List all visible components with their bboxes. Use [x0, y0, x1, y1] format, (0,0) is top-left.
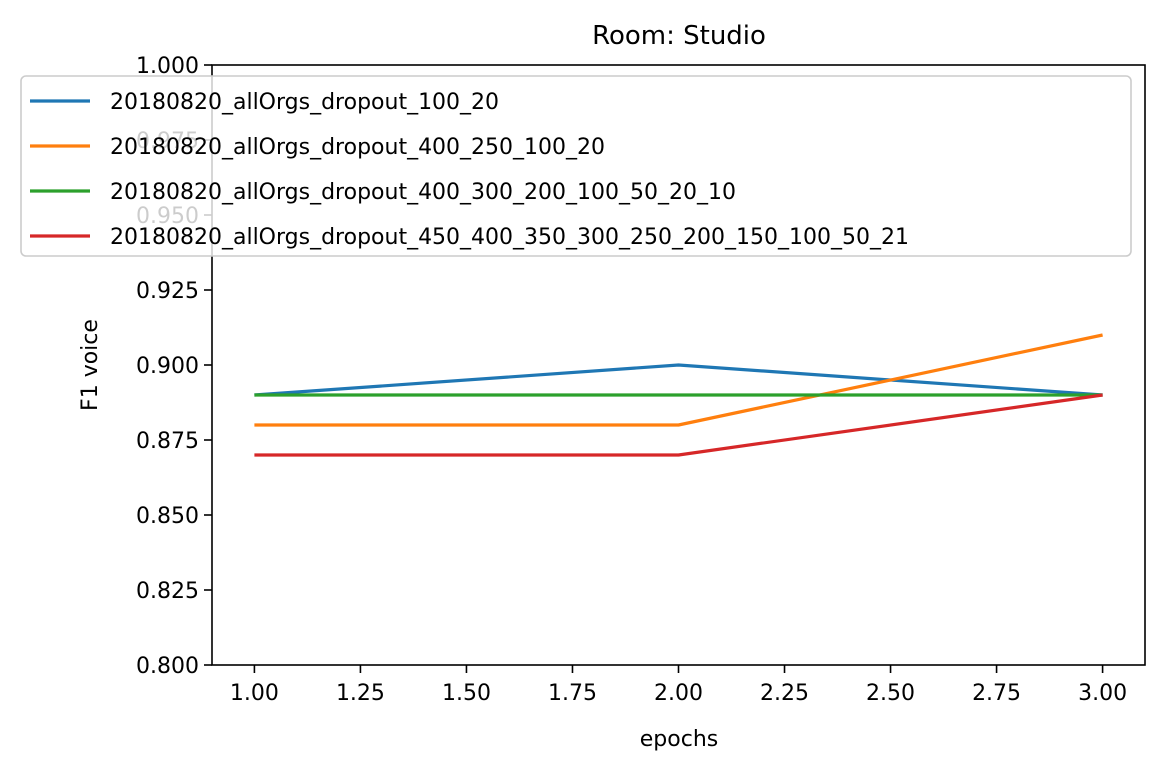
y-tick-label: 0.825	[136, 579, 199, 604]
legend-label-3: 20180820_allOrgs_dropout_400_300_200_100…	[110, 180, 736, 205]
x-tick-label: 1.75	[548, 681, 597, 706]
x-tick-label: 2.75	[972, 681, 1021, 706]
y-tick-label: 0.875	[136, 429, 199, 454]
x-tick-label: 1.50	[442, 681, 491, 706]
y-tick-label: 0.850	[136, 504, 199, 529]
legend: 20180820_allOrgs_dropout_100_20 20180820_…	[20, 75, 1132, 257]
legend-label-4: 20180820_allOrgs_dropout_450_400_350_300…	[110, 225, 909, 250]
x-tick-label: 3.00	[1078, 681, 1127, 706]
series-line-1	[254, 363, 1103, 397]
x-tick-label: 2.25	[760, 681, 809, 706]
legend-box	[20, 75, 1132, 257]
y-tick-label: 0.800	[136, 654, 199, 679]
series-line-2	[254, 333, 1103, 427]
x-tick-label: 2.50	[866, 681, 915, 706]
legend-label-1: 20180820_allOrgs_dropout_100_20	[110, 90, 499, 115]
axes-frame	[211, 64, 1146, 666]
legend-label-2: 20180820_allOrgs_dropout_400_250_100_20	[110, 135, 605, 160]
series-lines	[254, 333, 1103, 457]
x-axis-label: epochs	[640, 727, 718, 752]
chart-title: Room: Studio	[592, 21, 766, 51]
x-tick-label: 1.25	[336, 681, 385, 706]
y-axis-label: F1 voice	[78, 319, 103, 411]
series-line-4	[254, 393, 1103, 457]
x-tick-label: 2.00	[654, 681, 703, 706]
x-tick-label: 1.00	[230, 681, 279, 706]
x-axis: 1.00 1.25 1.50 1.75 2.00 2.25 2.50 2.75 3.00	[230, 665, 1127, 706]
y-tick-label: 0.925	[136, 279, 199, 304]
y-tick-label: 0.900	[136, 354, 199, 379]
y-tick-label: 1.000	[136, 54, 199, 79]
